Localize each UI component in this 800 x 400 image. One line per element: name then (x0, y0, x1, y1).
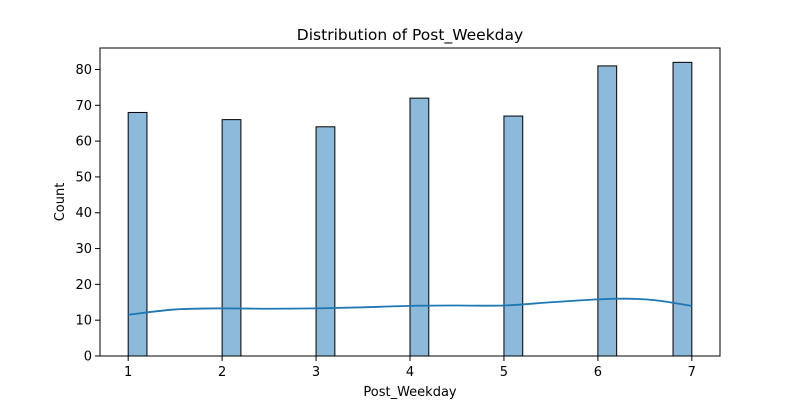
bars-group (127, 61, 693, 357)
chart-title: Distribution of Post_Weekday (297, 26, 523, 45)
histogram-bar-7 (672, 61, 693, 357)
y-ticks-group: 0 10 20 30 40 50 60 70 80 (75, 63, 100, 365)
y-tick-label-0: 0 (84, 350, 92, 365)
y-tick-label-80: 80 (75, 63, 92, 78)
y-tick-label-10: 10 (75, 314, 92, 329)
y-tick-label-70: 70 (75, 99, 92, 114)
histogram-bar-3 (315, 126, 336, 357)
x-ticks-group: 1 2 3 4 5 6 7 (124, 356, 696, 380)
kde-group (128, 297, 692, 316)
x-tick-label-1: 1 (124, 365, 132, 380)
y-tick-label-60: 60 (75, 135, 92, 150)
y-axis-label: Count (53, 183, 68, 222)
x-tick-label-4: 4 (406, 365, 414, 380)
x-tick-label-2: 2 (218, 365, 226, 380)
x-tick-label-5: 5 (500, 365, 508, 380)
histogram-bar-4 (409, 97, 430, 357)
kde-line (128, 297, 692, 316)
y-tick-label-30: 30 (75, 242, 92, 257)
x-tick-label-7: 7 (688, 365, 696, 380)
x-axis-label: Post_Weekday (363, 385, 457, 400)
x-tick-label-6: 6 (594, 365, 602, 380)
histogram-bar-2 (221, 119, 242, 357)
y-tick-label-20: 20 (75, 278, 92, 293)
y-tick-label-50: 50 (75, 170, 92, 185)
histogram-bar-6 (597, 65, 618, 357)
y-tick-label-40: 40 (75, 206, 92, 221)
x-tick-label-3: 3 (312, 365, 320, 380)
histogram-bar-5 (503, 115, 524, 357)
histogram-bar-1 (127, 111, 148, 357)
